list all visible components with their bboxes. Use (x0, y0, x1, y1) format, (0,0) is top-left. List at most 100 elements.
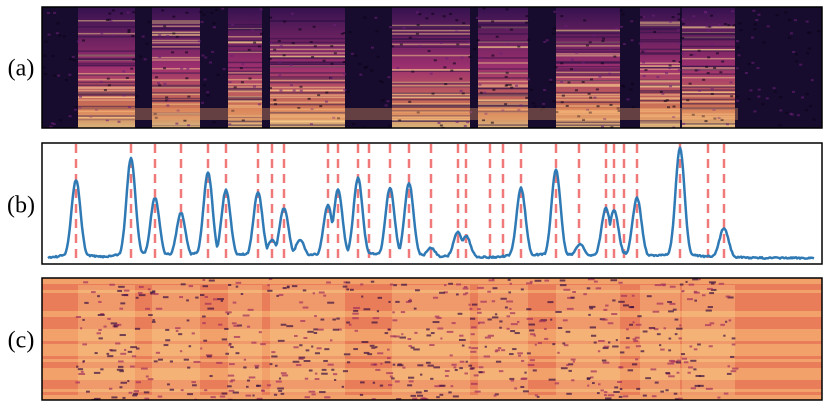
harmonic (478, 62, 528, 64)
noise (817, 30, 821, 33)
noise (499, 52, 503, 55)
speck (605, 397, 612, 400)
harmonic (392, 95, 470, 98)
speck (388, 328, 391, 331)
speck (247, 308, 254, 311)
speck (346, 288, 350, 291)
speck (509, 312, 516, 315)
noise (89, 115, 93, 118)
speck (494, 393, 499, 396)
harmonic (228, 40, 262, 42)
noise (322, 59, 326, 62)
stripe (42, 281, 822, 284)
noise (621, 13, 625, 16)
noise (749, 89, 753, 92)
speck (676, 361, 682, 364)
speck (512, 348, 517, 351)
speck (303, 360, 311, 363)
noise (363, 16, 367, 19)
speck (307, 330, 314, 333)
speck (534, 279, 542, 282)
speck (669, 302, 676, 305)
speck (107, 317, 111, 320)
speck (107, 355, 114, 358)
speck (179, 296, 184, 299)
noise (443, 66, 447, 69)
stripe (42, 383, 822, 386)
noise (283, 20, 287, 23)
speck (478, 366, 484, 369)
speck (387, 348, 390, 351)
speck (410, 394, 416, 397)
harmonic (152, 103, 200, 105)
harmonic (78, 32, 135, 35)
speck (492, 316, 499, 319)
speck (689, 345, 693, 348)
speck (470, 367, 475, 370)
noise (525, 96, 529, 99)
speck (602, 361, 610, 364)
speck (260, 343, 266, 346)
harmonic (270, 96, 345, 99)
speck (207, 307, 215, 310)
speck (392, 363, 396, 366)
noise (757, 88, 761, 91)
harmonic (78, 36, 135, 38)
noise (585, 44, 589, 47)
noise (433, 59, 437, 62)
speck (334, 378, 337, 381)
voiced-block (392, 285, 470, 395)
harmonic (270, 112, 345, 114)
speck (298, 356, 306, 359)
noise (789, 32, 793, 35)
harmonic (682, 32, 735, 35)
speck (150, 292, 153, 295)
noise (588, 111, 592, 114)
speck (278, 389, 283, 392)
speck (120, 352, 127, 355)
noise (642, 75, 646, 78)
harmonic (270, 94, 345, 96)
speck (687, 371, 691, 374)
harmonic (392, 105, 470, 107)
harmonic (556, 30, 620, 33)
speck (600, 389, 604, 392)
noise (381, 99, 385, 102)
speck (143, 391, 150, 394)
speck (430, 377, 434, 380)
speck (708, 345, 713, 348)
speck (377, 352, 384, 355)
speck (570, 296, 575, 299)
stripe (42, 356, 822, 359)
speck (175, 327, 181, 330)
noise (388, 124, 392, 127)
harmonic (640, 115, 680, 118)
noise (775, 14, 779, 17)
noise (560, 62, 564, 65)
harmonic (682, 57, 735, 60)
speck (690, 359, 697, 362)
speck (133, 390, 140, 393)
harmonic (152, 100, 200, 102)
harmonic (78, 74, 135, 76)
noise (450, 69, 454, 72)
harmonic (270, 76, 345, 78)
noise (713, 66, 717, 69)
speck (534, 394, 538, 397)
harmonic (78, 78, 135, 81)
harmonic (682, 86, 735, 88)
noise (312, 25, 316, 28)
harmonic (228, 83, 262, 86)
harmonic (682, 84, 735, 87)
noise (631, 106, 635, 109)
speck (555, 310, 562, 313)
noise (753, 110, 757, 113)
harmonic (392, 85, 470, 87)
noise (545, 39, 549, 42)
harmonic (556, 36, 620, 38)
noise (257, 103, 261, 106)
speck (565, 330, 571, 333)
speck (517, 352, 523, 355)
speck (180, 283, 186, 286)
noise (329, 76, 333, 79)
